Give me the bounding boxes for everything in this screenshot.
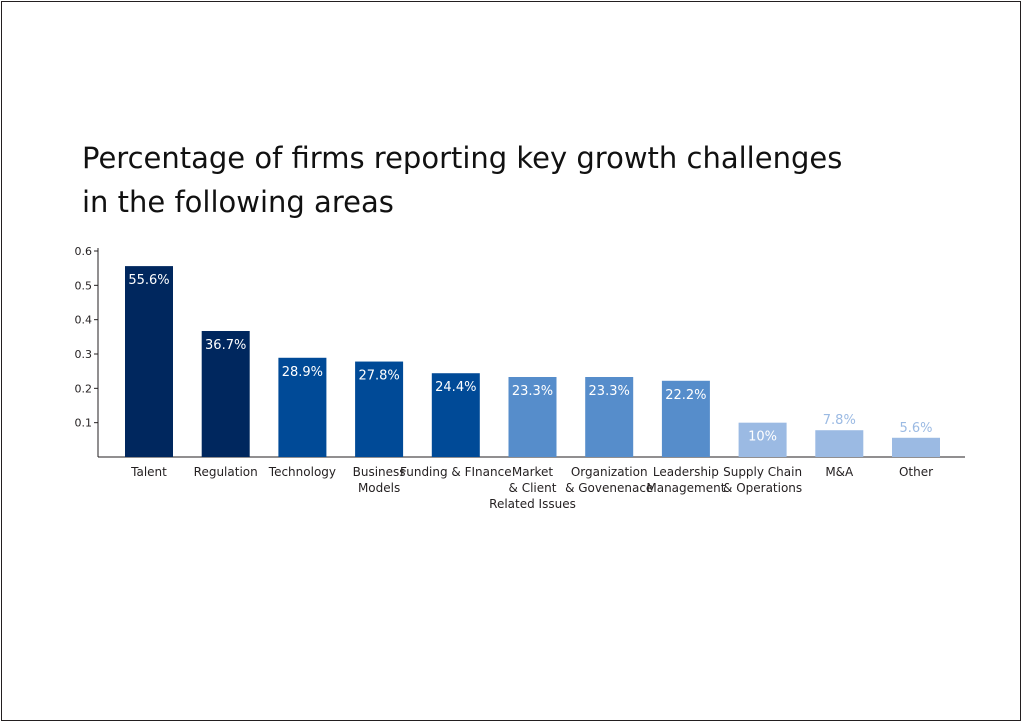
x-tick-label: Talent	[130, 465, 167, 479]
bar-data-label: 23.3%	[512, 384, 553, 399]
bar	[431, 373, 480, 457]
x-tick-label: Leadership Management	[646, 465, 725, 495]
x-tick-label-line: Business	[353, 465, 406, 479]
bar-data-label: 36.7%	[205, 338, 246, 353]
x-tick-label-line: Organization	[571, 465, 648, 479]
bar-data-label: 28.9%	[282, 365, 323, 380]
x-tick-label: Market & Client Related Issues	[489, 465, 576, 511]
y-tick-label: 0.1	[75, 417, 93, 430]
bar	[815, 430, 864, 457]
chart-title-line-1: Percentage of firms reporting key growth…	[82, 141, 843, 175]
x-tick-label-line: Other	[899, 465, 933, 479]
x-tick-label: Organization & Govenenace	[565, 465, 653, 495]
x-tick-label: Other	[899, 465, 933, 479]
y-tick-label: 0.6	[75, 245, 93, 258]
y-tick-label: 0.2	[75, 382, 93, 395]
bar-data-label: 22.2%	[665, 388, 706, 403]
bar	[508, 377, 557, 457]
x-tick-label-line: Market	[512, 465, 554, 479]
x-tick-label-line: & Operations	[723, 481, 802, 495]
x-tick-label-line: & Client	[509, 481, 557, 495]
bar	[278, 357, 327, 457]
bar	[661, 380, 710, 457]
x-tick-label-line: Management	[646, 481, 725, 495]
bar-data-label: 55.6%	[128, 273, 169, 288]
bar-data-label: 23.3%	[589, 384, 630, 399]
bar-data-label: 7.8%	[823, 413, 856, 428]
bar	[585, 377, 634, 457]
x-tick-label: Business Models	[353, 465, 406, 495]
x-tick-label-line: Talent	[130, 465, 167, 479]
x-tick-label: M&A	[825, 465, 854, 479]
x-tick-label-line: Technology	[268, 465, 336, 479]
y-tick-label: 0.3	[75, 348, 93, 361]
bar	[892, 437, 940, 457]
x-tick-label: Funding & FInance	[400, 465, 512, 479]
bar	[201, 330, 250, 457]
bar	[125, 266, 173, 457]
x-tick-label: Technology	[268, 465, 336, 479]
bar	[355, 361, 404, 457]
x-tick-label-line: Models	[358, 481, 400, 495]
bar-data-label: 24.4%	[435, 380, 476, 395]
x-tick-label-line: M&A	[825, 465, 854, 479]
x-tick-label-line: Funding & FInance	[400, 465, 512, 479]
x-tick-label: Supply Chain & Operations	[723, 465, 802, 495]
x-tick-label-line: Related Issues	[489, 497, 576, 511]
x-tick-label-line: Supply Chain	[723, 465, 802, 479]
bar-data-label: 5.6%	[899, 421, 932, 436]
x-tick-label: Regulation	[194, 465, 258, 479]
bar	[738, 422, 787, 457]
y-tick-label: 0.4	[75, 314, 93, 327]
x-tick-label-line: Leadership	[653, 465, 719, 479]
y-tick-label: 0.5	[75, 279, 93, 292]
bar-data-label: 27.8%	[358, 369, 399, 384]
x-tick-label-line: & Govenenace	[565, 481, 653, 495]
chart-title: Percentage of firms reporting key growth…	[82, 136, 842, 224]
bar-data-label: 10%	[748, 430, 777, 445]
x-tick-label-line: Regulation	[194, 465, 258, 479]
chart-title-line-2: in the following areas	[82, 185, 394, 219]
